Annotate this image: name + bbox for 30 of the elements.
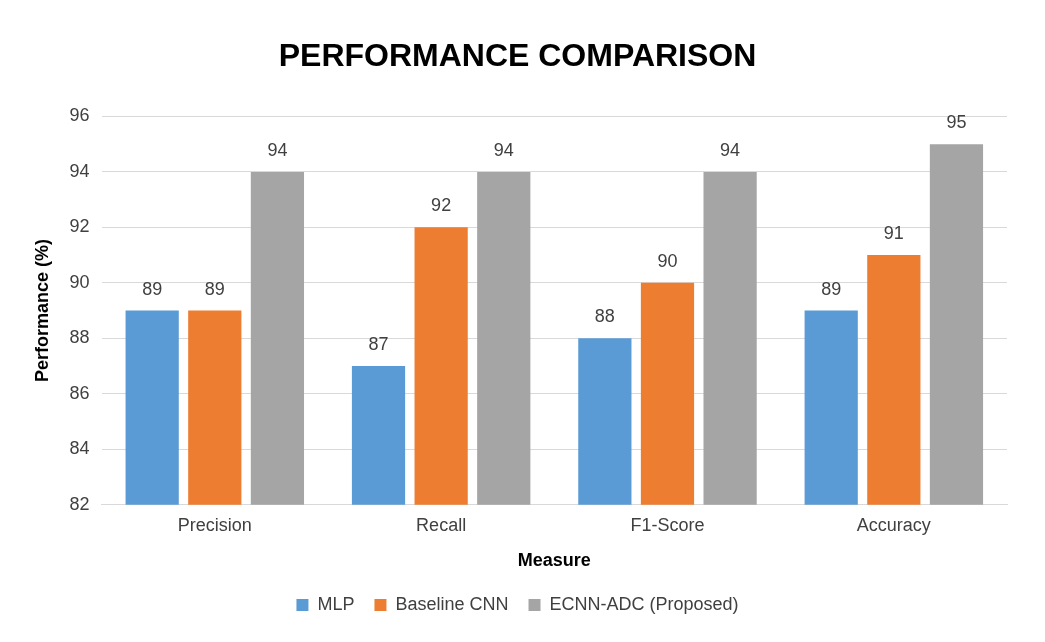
y-tick-label: 88 xyxy=(69,327,90,348)
x-tick-label: Recall xyxy=(416,514,467,535)
x-tick-label: Precision xyxy=(177,514,252,535)
x-axis-title: Measure xyxy=(517,550,591,571)
data-label: 89 xyxy=(142,278,163,299)
data-label: 87 xyxy=(368,334,389,355)
data-label: 88 xyxy=(594,306,615,327)
data-label: 90 xyxy=(657,250,678,271)
y-tick-label: 86 xyxy=(69,382,90,403)
y-tick-label: 94 xyxy=(69,160,90,181)
y-tick-label: 82 xyxy=(69,493,90,514)
data-label: 94 xyxy=(493,139,514,160)
data-label: 94 xyxy=(720,139,741,160)
data-label: 92 xyxy=(431,195,452,216)
y-tick-label: 92 xyxy=(69,216,90,237)
data-label: 95 xyxy=(946,112,967,133)
x-tick-label: Accuracy xyxy=(856,514,931,535)
y-tick-label: 84 xyxy=(69,438,90,459)
data-label: 89 xyxy=(204,278,225,299)
y-tick-label: 96 xyxy=(69,105,90,126)
y-axis-title: Performance (%) xyxy=(31,239,52,383)
legend-label: Baseline CNN xyxy=(395,593,509,614)
data-label: 94 xyxy=(267,139,288,160)
x-tick-label: F1-Score xyxy=(630,514,705,535)
data-label: 91 xyxy=(883,223,904,244)
legend-label: ECNN-ADC (Proposed) xyxy=(549,593,739,614)
chart-title: PERFORMANCE COMPARISON xyxy=(278,37,757,74)
legend-label: MLP xyxy=(317,593,355,614)
data-label: 89 xyxy=(821,278,842,299)
y-tick-label: 90 xyxy=(69,271,90,292)
